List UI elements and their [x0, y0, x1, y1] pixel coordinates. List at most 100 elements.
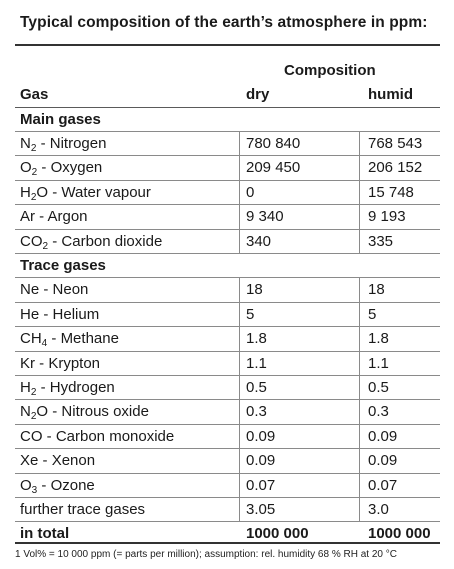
dry-value: 1.1 — [246, 354, 267, 372]
gas-subscript: 4 — [41, 338, 48, 350]
composition-header: Composition — [284, 62, 376, 79]
gas-symbol: O — [20, 159, 32, 177]
column-divider — [359, 229, 360, 254]
gas-label: - Xenon — [38, 452, 96, 470]
gas-label: - Helium — [39, 305, 100, 323]
gas-name: O3 - Ozone — [20, 474, 95, 498]
gas-subscript: 2 — [30, 411, 37, 423]
column-divider — [359, 302, 360, 328]
humid-value: 0.09 — [368, 427, 398, 445]
gas-label: - Carbon monoxide — [42, 427, 175, 445]
dry-value: 0.09 — [246, 427, 276, 445]
dry-value: 0 — [246, 183, 255, 201]
humid-value: 0.3 — [368, 403, 389, 421]
dry-column-header: dry — [246, 86, 270, 103]
row-rule — [15, 277, 440, 279]
total-label: in total — [20, 525, 70, 543]
row-rule — [15, 497, 440, 498]
dry-value: 5 — [246, 305, 255, 323]
gas-name: N2O - Nitrous oxide — [20, 400, 149, 424]
row-rule — [15, 399, 440, 401]
gas-symbol: O — [20, 476, 32, 494]
gas-name: CH4 - Methane — [20, 327, 119, 351]
gas-label: - Methane — [47, 330, 119, 348]
row-rule — [15, 375, 440, 376]
column-divider — [359, 132, 360, 157]
header-rule — [15, 107, 440, 108]
column-divider — [359, 376, 360, 401]
column-divider — [359, 424, 360, 450]
gas-symbol: Ne — [20, 281, 40, 299]
column-divider — [359, 156, 360, 181]
column-divider — [359, 205, 360, 230]
humid-value: 0.09 — [368, 452, 398, 470]
total-dry-value: 1000 000 — [246, 525, 309, 543]
column-divider — [239, 449, 240, 474]
gas-name: further trace gases — [20, 498, 145, 522]
gas-subscript: 2 — [30, 191, 37, 203]
row-rule — [15, 253, 440, 254]
column-divider — [239, 424, 240, 450]
gas-label: - Krypton — [35, 354, 101, 372]
humid-value: 15 748 — [368, 183, 414, 201]
gas-label: - Nitrogen — [36, 135, 107, 152]
gas-symbol: He — [20, 305, 40, 323]
gas-name: CO - Carbon monoxide — [20, 425, 174, 449]
page-title: Typical composition of the earth’s atmos… — [20, 14, 428, 31]
gas-name: Kr - Krypton — [20, 352, 100, 376]
column-divider — [359, 327, 360, 352]
row-rule — [15, 228, 440, 230]
gas-symbol: Ar — [20, 208, 35, 226]
gas-symbol: H — [20, 183, 31, 201]
row-rule — [15, 448, 440, 450]
gas-name: He - Helium — [20, 303, 99, 327]
gas-label: O - Nitrous oxide — [36, 403, 149, 421]
humid-column-header: humid — [368, 86, 413, 103]
column-divider — [239, 229, 240, 254]
column-divider — [239, 132, 240, 157]
gas-symbol: N — [20, 403, 31, 421]
gas-name: Ar - Argon — [20, 205, 88, 229]
dry-value: 1.8 — [246, 330, 267, 348]
gas-name: CO2 - Carbon dioxide — [20, 230, 162, 254]
dry-value: 0.5 — [246, 379, 267, 396]
gas-label: - Oxygen — [37, 159, 103, 177]
humid-value: 0.5 — [368, 379, 389, 396]
gas-column-header: Gas — [20, 86, 49, 103]
column-divider — [239, 473, 240, 498]
gas-subscript: 2 — [42, 240, 49, 252]
table-bottom-rule — [15, 542, 440, 544]
row-rule — [15, 326, 440, 328]
column-divider — [239, 498, 240, 523]
humid-value: 0.07 — [368, 476, 398, 494]
column-divider — [359, 473, 360, 498]
total-humid-value: 1000 000 — [368, 525, 431, 543]
column-divider — [359, 449, 360, 474]
gas-name: N2 - Nitrogen — [20, 132, 106, 156]
gas-label: O - Water vapour — [36, 183, 151, 201]
dry-value: 0.09 — [246, 452, 276, 470]
column-divider — [359, 351, 360, 376]
dry-value: 340 — [246, 232, 272, 250]
gas-label: - Hydrogen — [36, 379, 115, 396]
row-rule — [15, 179, 440, 181]
row-rule — [15, 472, 440, 474]
gas-subscript: 2 — [31, 167, 38, 179]
row-rule — [15, 350, 440, 352]
humid-value: 206 152 — [368, 159, 423, 177]
gas-label: - Carbon dioxide — [48, 232, 163, 250]
column-divider — [239, 376, 240, 401]
gas-symbol: Kr — [20, 354, 35, 372]
dry-value: 18 — [246, 281, 263, 299]
column-divider — [239, 302, 240, 328]
row-rule — [15, 155, 440, 157]
dry-value: 3.05 — [246, 501, 276, 518]
gas-subscript: 2 — [30, 143, 37, 154]
gas-name: H2 - Hydrogen — [20, 376, 115, 400]
humid-value: 335 — [368, 232, 394, 250]
gas-subscript: 3 — [31, 484, 38, 496]
section-main-gases: Main gases — [20, 111, 101, 128]
gas-symbol: further trace gases — [20, 501, 146, 518]
row-rule — [15, 131, 440, 132]
humid-value: 5 — [368, 305, 377, 323]
